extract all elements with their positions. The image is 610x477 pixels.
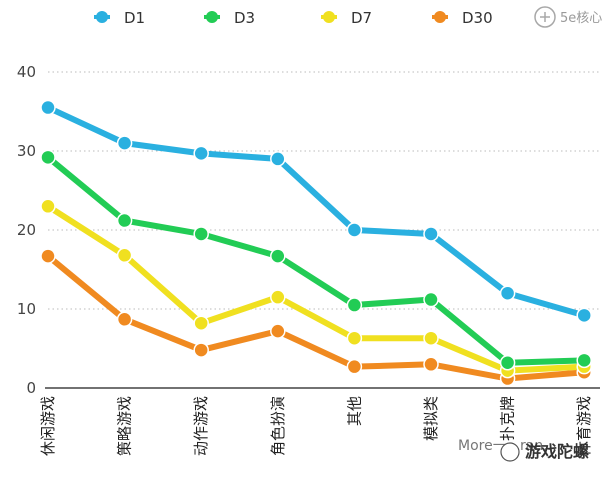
data-point-d3 [499,354,516,371]
y-tick-label: 30 [17,142,36,160]
data-point-d1 [423,226,439,242]
legend-label: D30 [462,9,493,27]
series-line-d1 [45,104,588,319]
axes: 0 10 20 30 40 休闲游戏 策略游戏 动作游戏 角色扮演 其他 模拟类 扑克牌 体育游戏 [17,63,600,456]
data-point-d3 [270,248,286,264]
data-point-d30 [116,311,133,328]
legend-item-d1: D1 [94,9,145,27]
watermark-logo-mark [540,12,550,22]
legend-item-d30: D30 [432,9,493,27]
data-point-d1 [576,307,592,324]
watermark-account-icon [500,442,520,462]
data-point-d1 [346,222,363,238]
legend-swatch-dot [434,11,446,23]
series-d30 [40,248,592,387]
data-point-d30 [346,358,363,375]
legend-swatch-dot [96,11,108,23]
legend-label: D1 [124,9,145,27]
data-point-d3 [193,226,209,242]
data-point-d7 [346,330,363,346]
legend: D1 D3 D7 D30 [94,9,493,27]
data-point-d7 [40,198,56,215]
y-tick-label: 10 [17,300,36,318]
data-point-d3 [346,297,363,313]
watermark-account: 游戏陀螺 [525,442,589,461]
data-point-d1 [499,285,516,301]
series-line-d30 [45,253,588,382]
legend-item-d3: D3 [204,9,255,27]
legend-item-d7: D7 [321,9,372,27]
legend-swatch-dot [323,11,335,23]
x-tick-label: 模拟类 [422,396,440,441]
x-tick-label: 动作游戏 [192,396,210,456]
data-point-d3 [40,149,56,166]
data-point-d7 [270,289,286,305]
data-point-d3 [116,212,133,229]
series-line-d3 [45,154,588,366]
data-point-d7 [423,330,439,346]
y-tick-label: 20 [17,221,36,239]
watermark-logo-icon [534,6,556,28]
y-tick-label: 40 [17,63,36,81]
data-point-d30 [40,248,56,264]
data-point-d3 [576,352,592,369]
x-tick-label: 休闲游戏 [39,396,57,456]
data-point-d1 [116,135,133,151]
y-tick-label: 0 [26,379,36,397]
watermark-bottom: More一...ran... 游戏陀螺 [458,438,589,462]
series-layer [40,99,592,387]
data-point-d1 [193,145,209,162]
watermark-top: 5e核心 [534,6,602,28]
data-point-d30 [193,342,209,358]
grid-lines [48,71,600,310]
legend-label: D3 [234,9,255,27]
legend-label: D7 [351,9,372,27]
x-tick-label: 其他 [345,396,363,426]
watermark-site: 5e核心 [560,11,602,26]
data-point-d30 [423,356,439,373]
series-d1 [40,99,592,324]
data-point-d7 [193,315,209,331]
data-point-d30 [270,323,286,339]
x-tick-label: 体育游戏 [575,396,593,456]
data-point-d1 [40,99,56,116]
legend-swatch-dot [206,11,218,23]
x-tick-label: 策略游戏 [116,396,134,456]
x-tick-label: 扑克牌 [499,396,517,441]
data-point-d3 [423,291,439,308]
data-point-d1 [270,151,286,167]
series-line-d7 [45,203,588,374]
x-tick-label: 角色扮演 [269,396,287,456]
series-d3 [40,149,592,371]
data-point-d7 [116,247,133,264]
series-d7 [40,198,592,379]
